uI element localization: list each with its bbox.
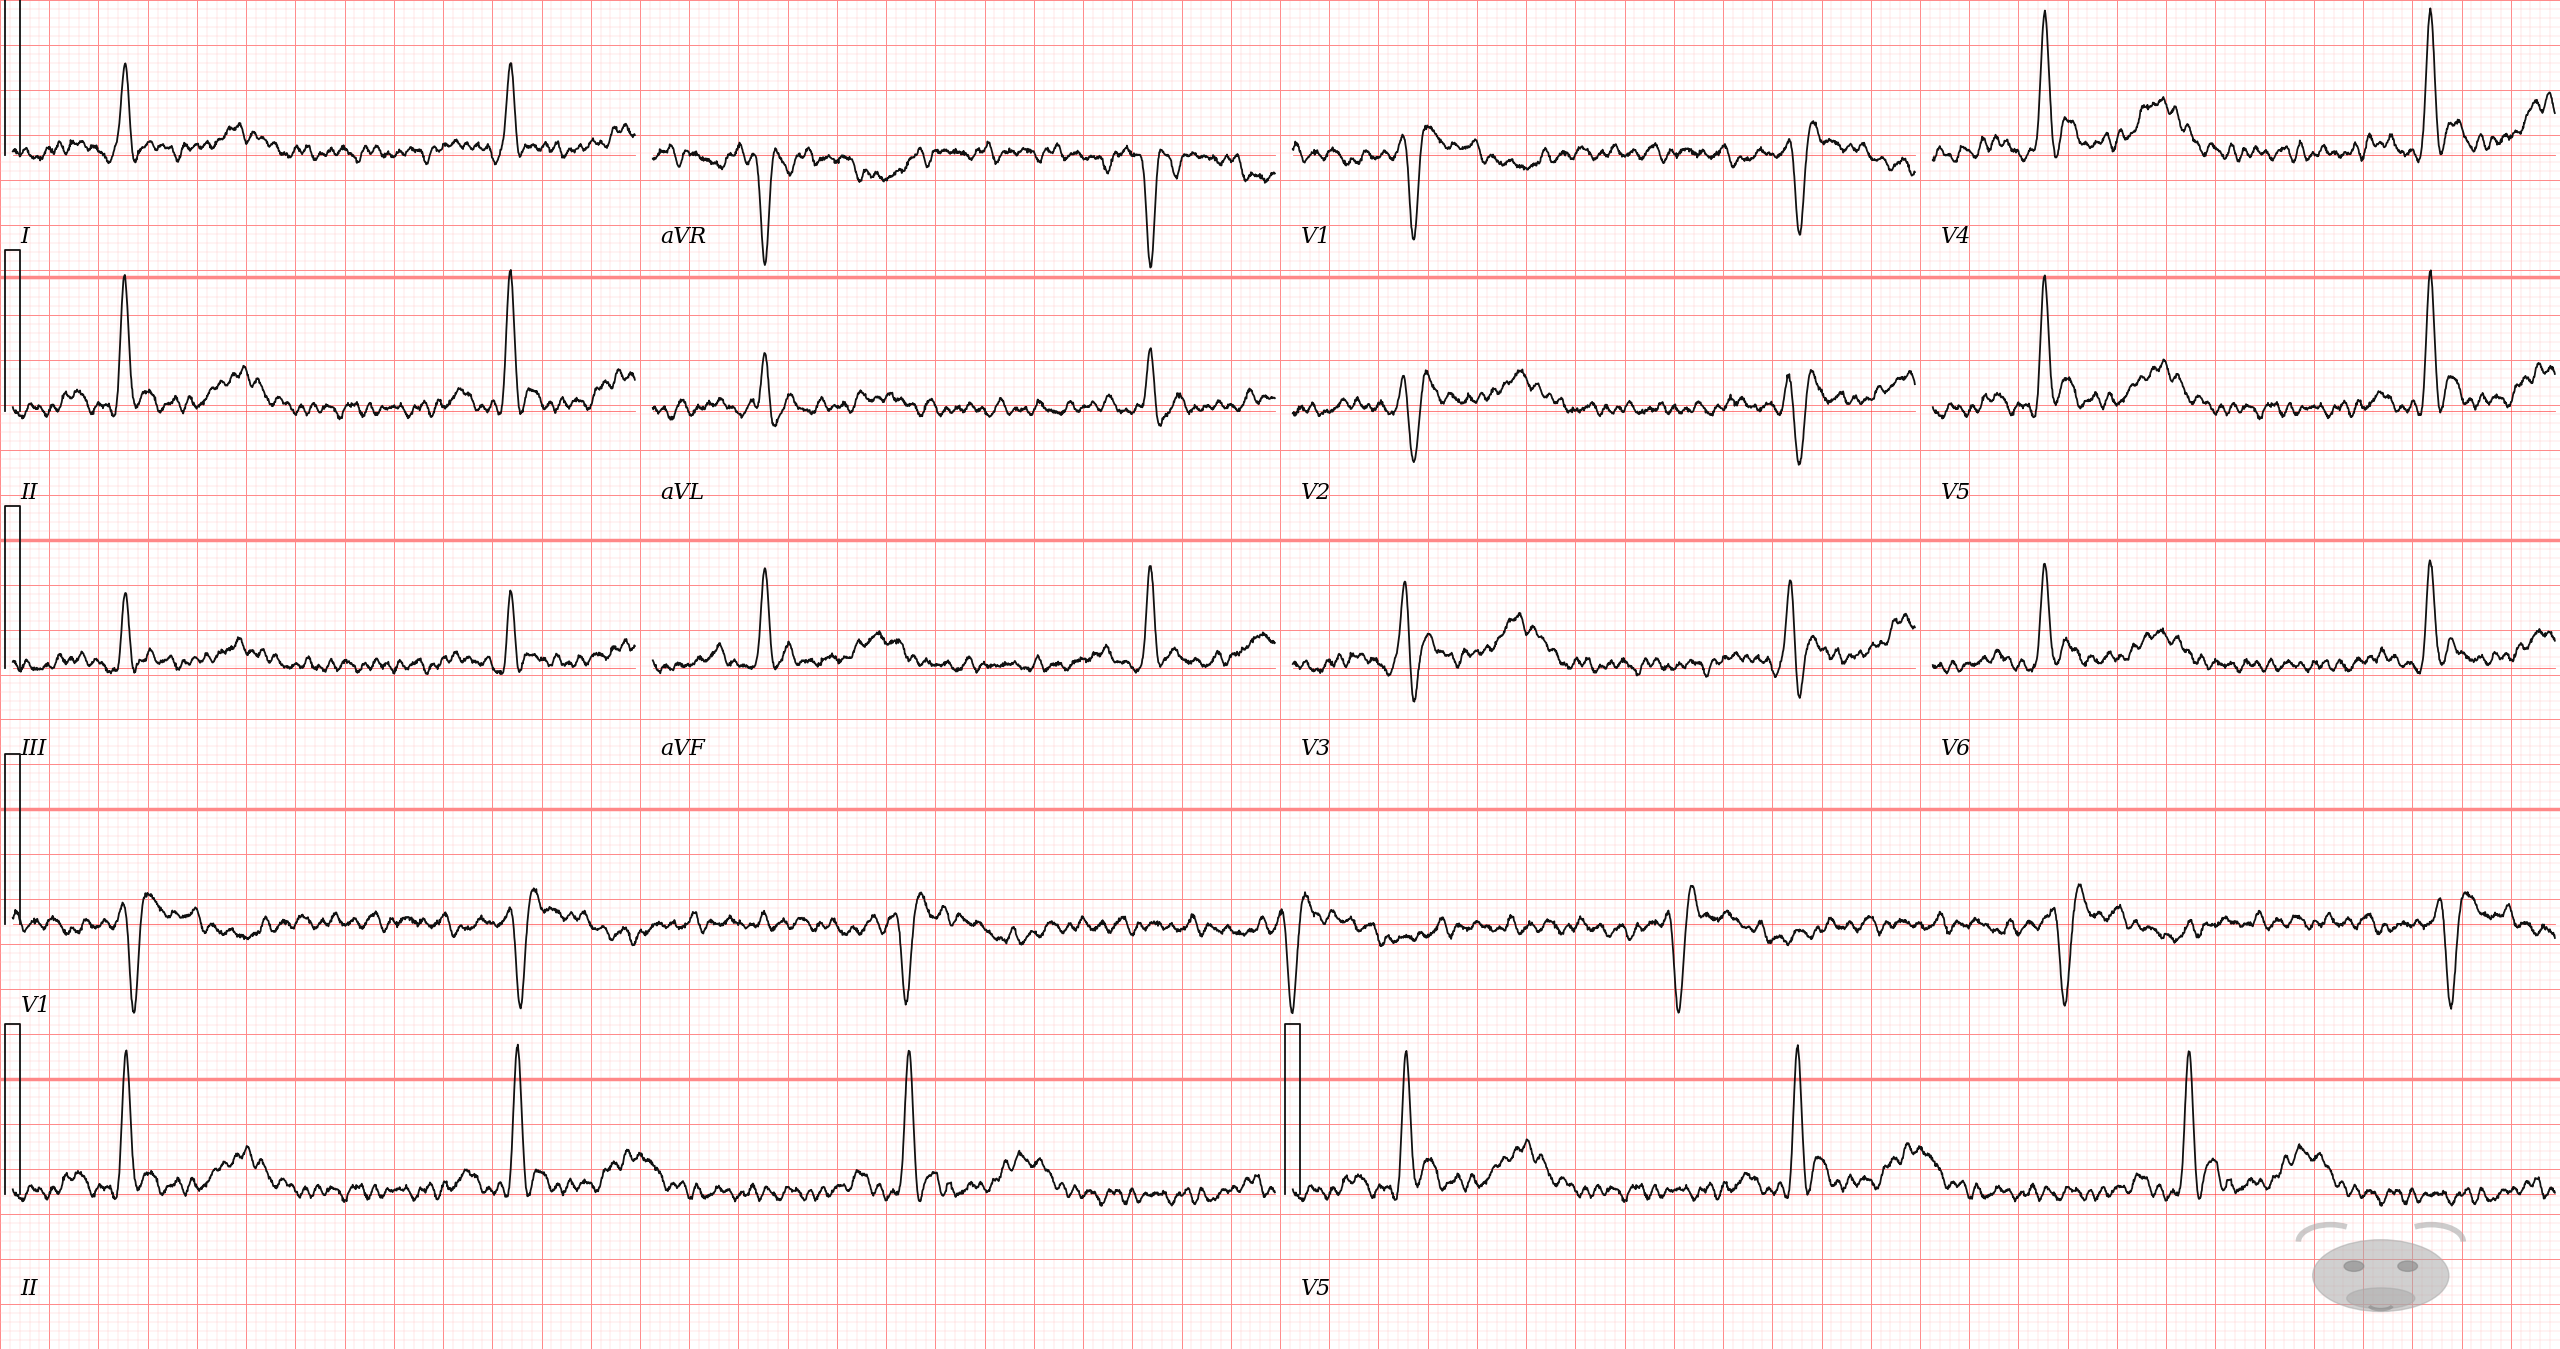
Text: V1: V1 [20, 994, 51, 1017]
Text: V4: V4 [1940, 225, 1971, 248]
Text: V1: V1 [1300, 225, 1331, 248]
Text: V6: V6 [1940, 738, 1971, 761]
Text: V2: V2 [1300, 482, 1331, 505]
Text: aVL: aVL [660, 482, 704, 505]
Circle shape [2399, 1261, 2417, 1271]
Circle shape [2345, 1261, 2363, 1271]
Ellipse shape [2348, 1288, 2414, 1309]
Text: II: II [20, 482, 38, 505]
Text: II: II [20, 1278, 38, 1300]
Text: aVF: aVF [660, 738, 707, 761]
Circle shape [2312, 1240, 2450, 1311]
Text: V5: V5 [1300, 1278, 1331, 1300]
Text: aVR: aVR [660, 225, 707, 248]
Text: V5: V5 [1940, 482, 1971, 505]
Text: I: I [20, 225, 28, 248]
Text: III: III [20, 738, 46, 761]
Text: V3: V3 [1300, 738, 1331, 761]
